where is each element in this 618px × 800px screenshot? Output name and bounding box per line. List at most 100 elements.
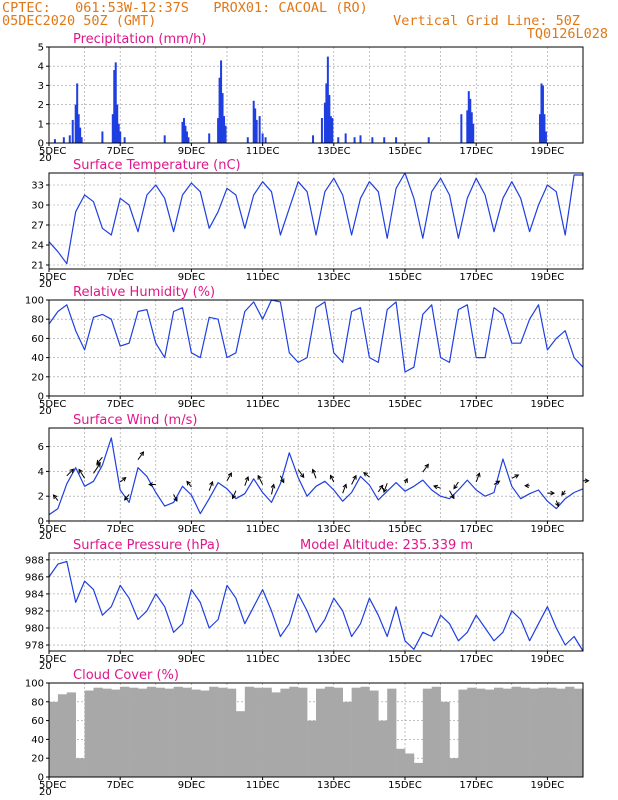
temp-panel-title: Surface Temperature (nC) (73, 158, 241, 173)
cloud-bar (191, 689, 201, 777)
wind-arrow (312, 469, 317, 479)
x-tick-label: 9DEC (178, 146, 205, 157)
x-tick-label: 13DEC (317, 146, 351, 157)
precip-bar (544, 131, 547, 143)
cloud-bar (574, 688, 584, 777)
y-tick-label: 984 (25, 589, 44, 600)
wind-arrow (173, 494, 178, 502)
wind-arrow-head (561, 491, 566, 496)
wind-arrow-head (476, 472, 481, 478)
x-tick-label: 13DEC (317, 654, 351, 665)
precip-bar (469, 98, 472, 143)
wind-arrow-head (450, 494, 455, 500)
cloud-bar (173, 686, 183, 777)
wind-arrow (363, 472, 370, 478)
x-tick-label: 9DEC (178, 272, 205, 283)
wind-arrow (124, 494, 130, 501)
wind-arrow (186, 481, 192, 488)
wind-arrow-head (584, 478, 590, 484)
cloud-bar (271, 692, 281, 777)
cloud-bar (289, 686, 299, 777)
precip-bar (187, 137, 190, 143)
precip-bar (80, 137, 83, 143)
y-tick-label: 0 (38, 139, 44, 150)
cloud-bar (209, 686, 219, 777)
y-tick-label: 80 (31, 315, 44, 326)
precip-bar (62, 137, 65, 143)
panel-frame (48, 172, 584, 270)
x-tick-label: 19DEC (531, 780, 565, 791)
cloud-bar (529, 688, 539, 777)
y-tick-label: 6 (38, 442, 44, 453)
cloud-bar (449, 758, 459, 777)
precip-bar (53, 139, 56, 143)
wind-arrow-head (555, 502, 560, 508)
wind-arrow (119, 477, 127, 483)
wind-arrow-head (209, 480, 214, 486)
cloud-bar (218, 687, 228, 777)
header-source-line: CPTEC: 061:53W-12:37S PROX01: CACOAL (RO… (2, 0, 368, 16)
panel-temp: 21 24 27 30 33 5DEC 7DEC 9DEC 11DEC 13DEC 15DEC 17D… (31, 158, 584, 290)
cloud-bar (253, 687, 263, 777)
wind-arrow-head (139, 451, 145, 457)
wind-arrow-head (173, 496, 178, 502)
x-tick-label: 13DEC (317, 272, 351, 283)
cloud-bar (351, 687, 361, 777)
cloud-bar (200, 690, 210, 777)
year-fragment: 20 (39, 279, 52, 290)
y-tick-label: 80 (31, 697, 44, 708)
cloud-bar (333, 687, 343, 777)
panel-pressure: 978 980 982 984 986 988 5DEC 7DEC 9DEC 11DEC 13DEC… (25, 538, 584, 672)
precip-bar (466, 110, 469, 143)
year-fragment: 20 (39, 787, 52, 798)
wind-arrow (342, 484, 347, 494)
panel-wind: 0 2 4 6 5DEC 7DEC 9DEC 11DEC 13DEC 15DEC 17DEC 19DE… (38, 413, 590, 542)
y-tick-label: 24 (31, 241, 44, 252)
x-tick-label: 13DEC (317, 780, 351, 791)
header-code: TQ0126L028 (526, 26, 608, 42)
x-tick-label: 17DEC (459, 780, 493, 791)
precip-bar (254, 108, 257, 143)
wind-arrow (96, 456, 103, 465)
precip-bar (218, 77, 221, 143)
x-tick-label: 7DEC (107, 654, 134, 665)
precip-bar (467, 91, 470, 143)
cloud-bar (138, 688, 148, 777)
x-tick-label: 11DEC (246, 524, 280, 535)
cloud-bar (538, 687, 548, 777)
panel-frame (48, 427, 584, 522)
y-tick-label: 40 (31, 353, 44, 364)
cloud-bar (66, 692, 76, 777)
precip-bar (538, 114, 541, 143)
precip-bar (185, 131, 188, 143)
precip-bar (71, 119, 74, 143)
wind-arrow-head (424, 463, 429, 469)
cloud-bar (57, 694, 68, 777)
model-altitude-label: Model Altitude: 235.339 m (300, 538, 473, 553)
precip-bar (264, 137, 267, 143)
cloud-bar (324, 686, 335, 777)
x-tick-label: 15DEC (388, 654, 422, 665)
wind-arrow-head (342, 483, 348, 489)
precip-bar (113, 70, 116, 143)
cloud-bar (280, 688, 290, 777)
cloud-bar (387, 688, 397, 777)
precip-bar (383, 137, 386, 143)
panel-frame (48, 682, 584, 778)
y-tick-label: 980 (25, 623, 44, 634)
cloud-bar (547, 687, 557, 777)
wind-arrow-head (69, 468, 75, 474)
panel-cloud: 0 20 40 60 80 100 5DEC 7DEC 9DEC 11DEC 13DEC 15DEC 1… (25, 668, 584, 798)
y-tick-label: 21 (31, 261, 44, 272)
x-tick-label: 15DEC (388, 272, 422, 283)
y-tick-label: 20 (31, 754, 44, 765)
wind-arrow-head (96, 462, 101, 468)
x-tick-label: 15DEC (388, 146, 422, 157)
cloud-bar (235, 711, 246, 777)
wind-arrow-head (352, 474, 357, 480)
wind-arrow (244, 476, 249, 486)
x-tick-label: 15DEC (388, 780, 422, 791)
wind-arrow-head (270, 483, 276, 489)
x-tick-label: 15DEC (388, 524, 422, 535)
wind-arrow (53, 494, 59, 501)
